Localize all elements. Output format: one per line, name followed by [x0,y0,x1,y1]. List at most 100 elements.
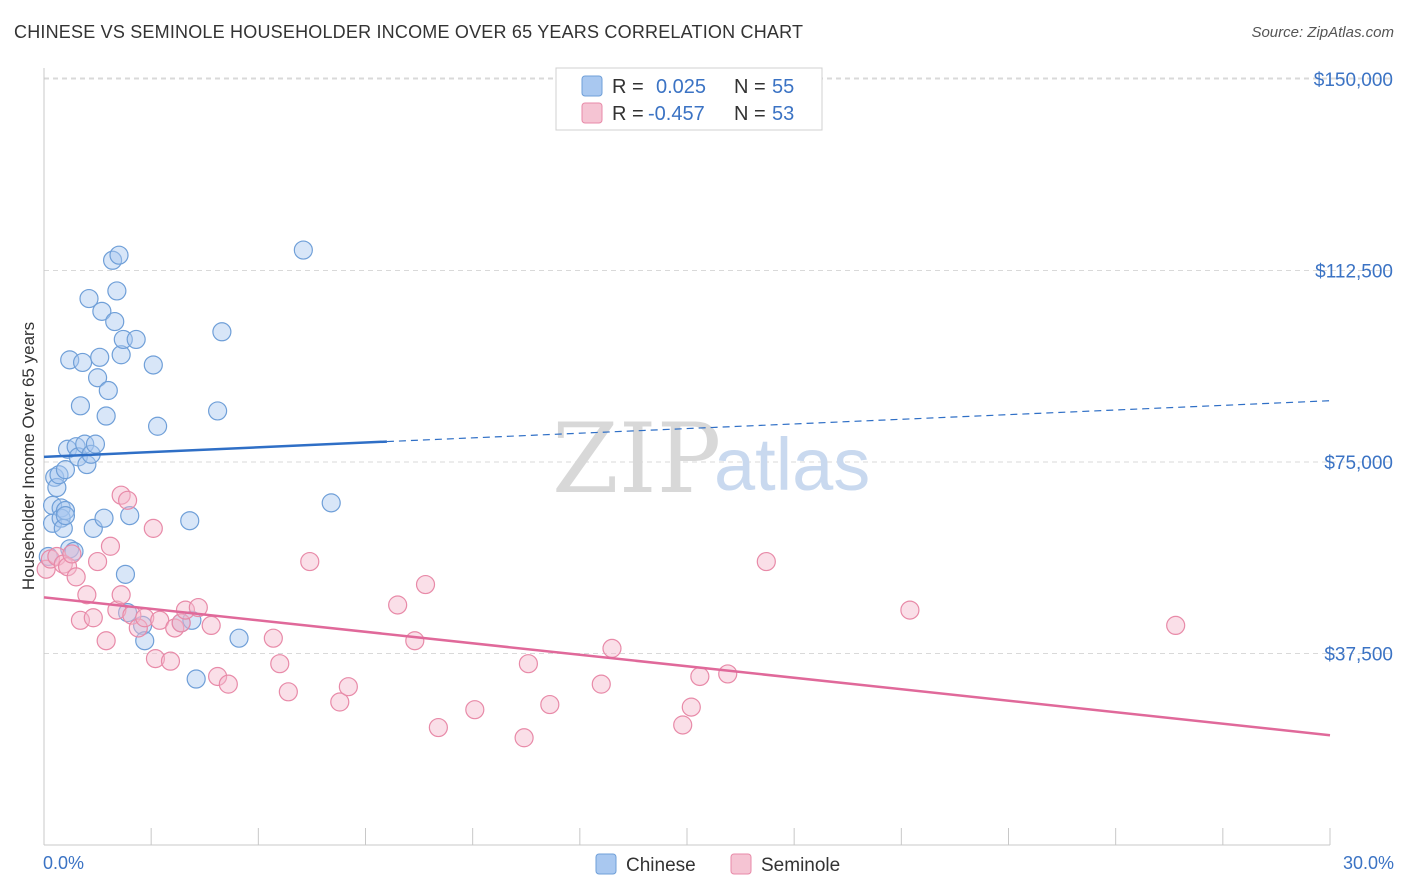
point-chinese-53 [321,493,341,513]
point-seminole-28 [201,615,221,636]
point-chinese-26 [87,368,108,388]
point-chinese-18 [70,396,91,416]
point-seminole-32 [270,654,290,674]
chart-title: CHINESE VS SEMINOLE HOUSEHOLDER INCOME O… [14,22,804,42]
point-seminole-35 [330,692,350,712]
point-seminole-42 [514,728,534,748]
legend-swatch-seminole [581,102,603,124]
point-seminole-15 [111,485,131,505]
point-chinese-33 [105,311,125,332]
point-chinese-12 [55,460,76,480]
legend-swatch-chinese [581,75,603,97]
point-seminole-31 [263,628,283,648]
point-chinese-51 [229,628,249,648]
legend-seminole-n-label: N = [734,103,766,125]
point-seminole-5 [62,544,82,564]
point-seminole-40 [428,717,448,738]
legend-chinese-r-label: R = [612,76,644,98]
bottom-legend-swatch-chinese [595,853,617,875]
point-seminole-45 [591,674,611,694]
point-chinese-10 [55,506,76,526]
point-seminole-41 [465,700,485,720]
point-seminole-23 [160,651,181,671]
bottom-legend-seminole: Seminole [761,855,840,876]
point-seminole-8 [77,585,97,605]
point-chinese-29 [94,508,114,528]
point-chinese-28 [92,301,112,321]
series-legend: Chinese Seminole [595,853,840,876]
point-seminole-50 [718,664,738,684]
point-seminole-9 [83,608,103,628]
point-chinese-20 [75,434,95,454]
point-seminole-0 [36,559,56,579]
trend-chinese-solid [43,440,387,459]
point-chinese-41 [126,329,146,350]
y-tick-label-3: $150,000 [1314,70,1393,91]
point-seminole-36 [338,677,358,697]
point-chinese-45 [147,416,168,436]
point-seminole-6 [66,567,86,587]
point-seminole-52 [900,600,920,620]
point-chinese-9 [55,500,76,521]
point-chinese-19 [72,352,93,373]
point-seminole-44 [540,694,560,715]
point-seminole-38 [405,631,425,651]
point-chinese-31 [98,380,118,401]
gridlines [44,77,1394,654]
point-chinese-40 [120,506,140,526]
y-axis-label: Householder Income Over 65 years [19,322,38,590]
bottom-legend-chinese: Chinese [626,855,696,876]
x-axis-ticks [43,828,1331,845]
watermark-atlas: atlas [714,423,870,506]
point-chinese-36 [111,345,131,365]
y-tick-labels: $37,500 $75,000 $112,500 $150,000 [1314,70,1393,666]
point-seminole-34 [300,551,320,572]
point-chinese-49 [208,401,228,421]
correlation-legend: R = 0.025 N = 55 R = -0.457 N = 53 [555,67,823,131]
point-seminole-39 [415,574,436,595]
point-seminole-21 [145,649,166,669]
point-chinese-5 [49,465,69,485]
point-seminole-12 [100,536,121,556]
point-chinese-52 [293,240,313,260]
point-seminole-30 [218,674,238,694]
x-tick-label-min: 0.0% [43,853,84,873]
point-seminole-27 [188,597,208,618]
point-chinese-22 [79,288,99,309]
point-chinese-34 [107,281,127,301]
bottom-legend-swatch-seminole [730,853,752,875]
trend-seminole [43,596,1331,737]
point-seminole-11 [96,631,116,651]
point-seminole-10 [87,551,108,572]
point-seminole-18 [128,618,148,638]
point-seminole-24 [165,618,185,638]
x-tick-label-max: 30.0% [1343,853,1394,873]
legend-seminole-r-value: -0.457 [648,103,705,125]
watermark-zip: ZIP [552,403,721,515]
point-chinese-38 [115,564,136,584]
point-seminole-16 [117,490,138,510]
trend-chinese-dashed [386,400,1331,443]
y-tick-label-1: $75,000 [1324,453,1393,474]
point-seminole-51 [756,551,776,572]
legend-chinese-n-value: 55 [772,76,794,98]
series-chinese-points [38,240,341,689]
point-seminole-46 [602,638,622,658]
legend-chinese-n-label: N = [734,76,766,98]
trend-lines [43,400,1331,737]
series-seminole-points [36,485,1186,748]
point-seminole-25 [171,613,191,633]
point-seminole-43 [518,654,538,674]
point-chinese-27 [90,347,110,367]
source-credit: Source: ZipAtlas.com [1251,24,1394,41]
point-seminole-20 [143,518,163,538]
legend-chinese-r-value: 0.025 [656,76,706,98]
point-chinese-32 [102,250,123,270]
point-chinese-50 [212,322,232,342]
point-seminole-14 [111,585,131,605]
point-seminole-33 [278,682,298,702]
point-seminole-22 [150,610,170,630]
point-chinese-44 [143,355,163,375]
point-seminole-47 [673,715,693,735]
point-seminole-49 [690,666,710,687]
